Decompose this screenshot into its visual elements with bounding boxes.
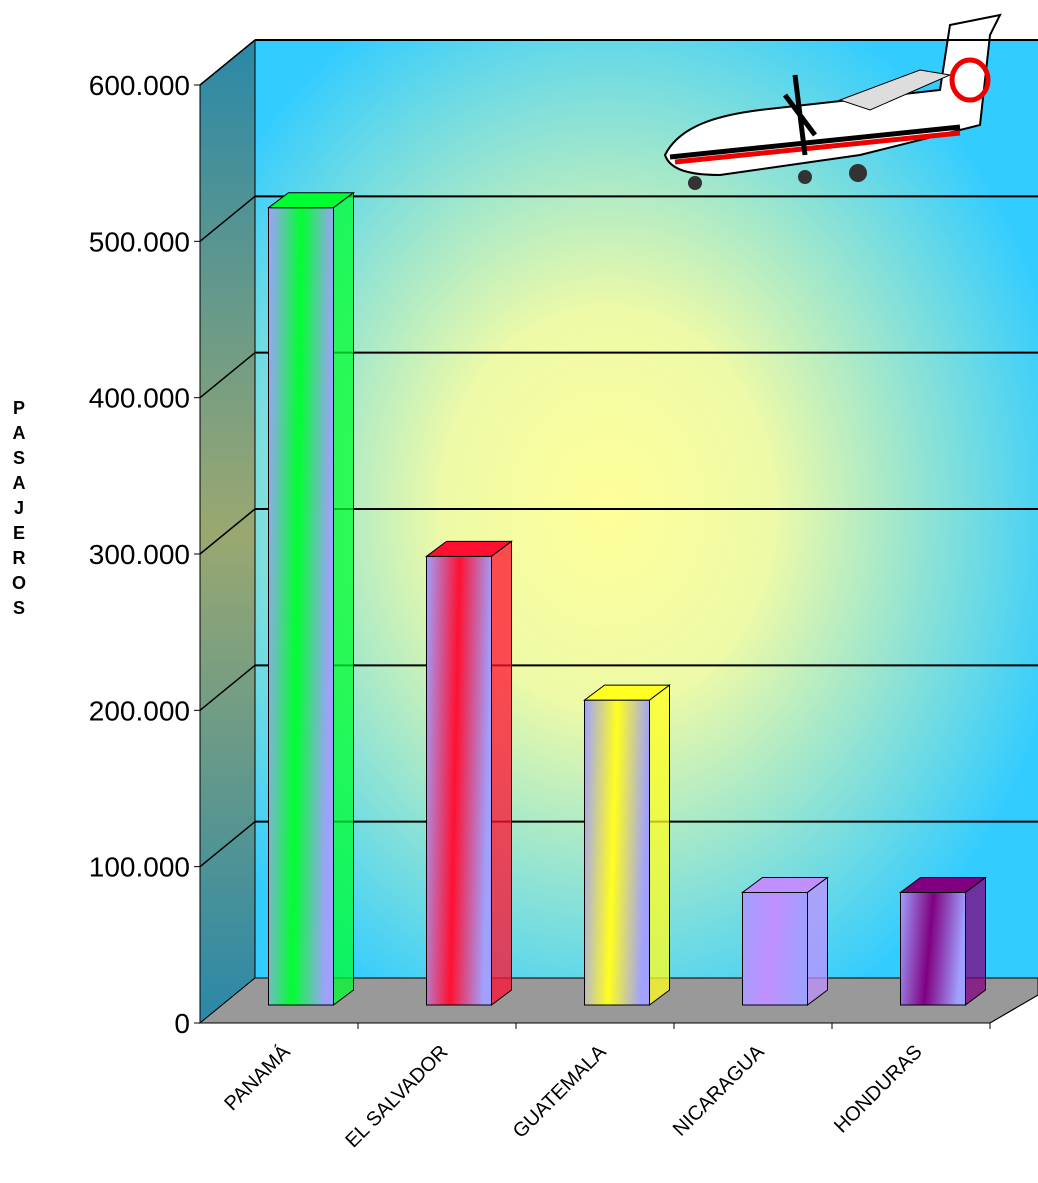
grid-line-side [199,664,256,711]
y-tick-label: 100.000 [89,852,190,883]
x-tick-label: HONDURAS [830,1041,926,1137]
y-tick-label: 200.000 [89,695,190,726]
y-axis-title: PASAJEROS [9,398,29,623]
bar-side [649,684,670,1006]
y-tick-label: 300.000 [89,539,190,570]
x-tick-label: GUATEMALA [509,1041,611,1143]
y-tick-label: 400.000 [89,383,190,414]
bar [584,699,650,1006]
y-tick-label: 500.000 [89,226,190,257]
grid-line-side [199,352,256,399]
bar [268,207,334,1006]
grid-line-side [199,195,256,242]
airplane [663,13,1002,190]
floor-edge [989,994,1038,1024]
bar-side [965,876,986,1006]
bar-side [333,191,354,1006]
x-tick-label: PANAMÁ [220,1040,295,1115]
grid-line-side [199,508,256,555]
bar [900,891,966,1006]
grid-line-side [199,821,256,868]
x-tick-label: EL SALVADOR [341,1041,452,1152]
bar [742,891,808,1006]
bar [426,555,492,1006]
y-tick-label: 600.000 [89,70,190,101]
grid-line-side [199,39,256,86]
y-tick-label: 0 [174,1008,190,1039]
x-tick-label: NICARAGUA [669,1041,769,1141]
bar-side [807,876,828,1006]
bar-side [491,540,512,1006]
